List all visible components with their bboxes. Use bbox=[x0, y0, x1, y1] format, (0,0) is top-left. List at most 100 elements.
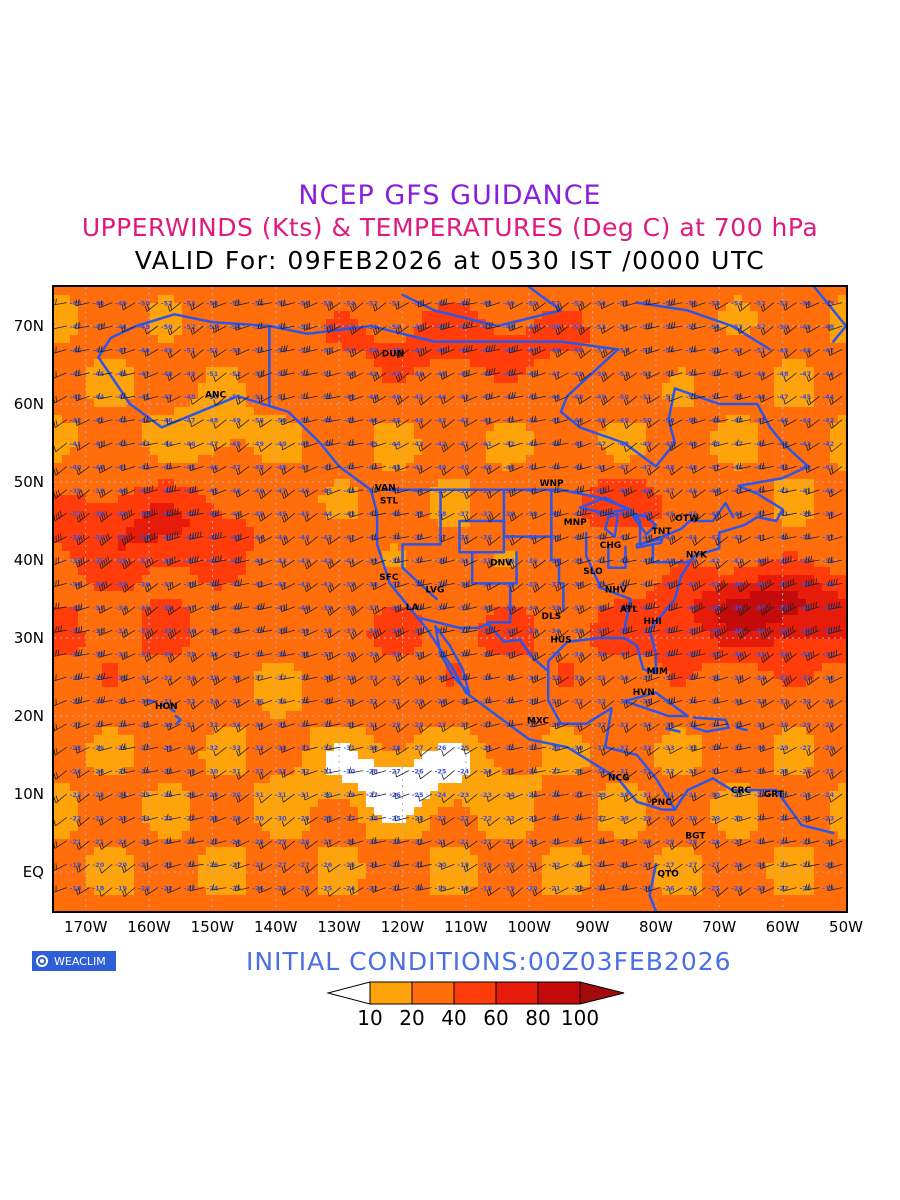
speed-cell bbox=[158, 567, 167, 576]
speed-cell bbox=[182, 343, 191, 352]
speed-cell bbox=[526, 319, 535, 328]
speed-cell bbox=[526, 335, 535, 344]
speed-cell bbox=[118, 503, 127, 512]
speed-cell bbox=[470, 679, 479, 688]
speed-cell bbox=[822, 311, 831, 320]
speed-cell bbox=[726, 319, 735, 328]
speed-cell bbox=[518, 495, 527, 504]
speed-cell bbox=[414, 447, 423, 456]
speed-cell bbox=[294, 639, 303, 648]
speed-cell bbox=[718, 535, 727, 544]
speed-cell bbox=[630, 423, 639, 432]
speed-cell bbox=[78, 447, 87, 456]
speed-cell bbox=[670, 287, 679, 296]
speed-cell bbox=[558, 415, 567, 424]
speed-cell bbox=[646, 439, 655, 448]
speed-cell bbox=[438, 407, 447, 416]
speed-cell bbox=[166, 367, 175, 376]
speed-cell bbox=[174, 591, 183, 600]
speed-cell bbox=[334, 591, 343, 600]
speed-cell bbox=[270, 383, 279, 392]
speed-cell bbox=[654, 679, 663, 688]
speed-cell bbox=[782, 551, 791, 560]
speed-cell bbox=[54, 671, 63, 680]
speed-cell bbox=[622, 303, 631, 312]
speed-cell bbox=[62, 431, 71, 440]
speed-cell bbox=[614, 615, 623, 624]
speed-cell bbox=[622, 479, 631, 488]
speed-cell bbox=[494, 319, 503, 328]
speed-cell bbox=[478, 303, 487, 312]
speed-cell bbox=[726, 495, 735, 504]
speed-cell bbox=[310, 503, 319, 512]
speed-cell bbox=[526, 639, 535, 648]
speed-cell bbox=[94, 399, 103, 408]
speed-cell bbox=[70, 327, 79, 336]
speed-cell bbox=[542, 527, 551, 536]
speed-cell bbox=[302, 591, 311, 600]
speed-cell bbox=[406, 463, 415, 472]
speed-cell bbox=[446, 599, 455, 608]
speed-cell bbox=[126, 623, 135, 632]
speed-cell bbox=[574, 495, 583, 504]
speed-cell bbox=[750, 463, 759, 472]
speed-cell bbox=[126, 599, 135, 608]
speed-cell bbox=[134, 311, 143, 320]
speed-cell bbox=[86, 327, 95, 336]
speed-cell bbox=[382, 351, 391, 360]
speed-cell bbox=[142, 615, 151, 624]
speed-cell bbox=[702, 463, 711, 472]
speed-cell bbox=[254, 463, 263, 472]
speed-cell bbox=[710, 663, 719, 672]
speed-cell bbox=[358, 511, 367, 520]
speed-cell bbox=[622, 287, 631, 296]
speed-cell bbox=[806, 287, 815, 296]
speed-cell bbox=[830, 351, 839, 360]
speed-cell bbox=[230, 615, 239, 624]
speed-cell bbox=[70, 495, 79, 504]
speed-cell bbox=[150, 287, 159, 296]
speed-cell bbox=[678, 303, 687, 312]
speed-cell bbox=[550, 375, 559, 384]
speed-cell bbox=[270, 559, 279, 568]
speed-cell bbox=[302, 439, 311, 448]
speed-cell bbox=[838, 407, 846, 416]
speed-cell bbox=[638, 287, 647, 296]
speed-cell bbox=[830, 519, 839, 528]
speed-cell bbox=[782, 375, 791, 384]
speed-cell bbox=[70, 567, 79, 576]
speed-cell bbox=[518, 615, 527, 624]
speed-cell bbox=[734, 591, 743, 600]
speed-cell bbox=[646, 407, 655, 416]
speed-cell bbox=[790, 295, 799, 304]
speed-cell bbox=[838, 479, 846, 488]
speed-cell bbox=[470, 335, 479, 344]
speed-cell bbox=[670, 567, 679, 576]
speed-cell bbox=[758, 327, 767, 336]
speed-cell bbox=[78, 303, 87, 312]
speed-cell bbox=[614, 551, 623, 560]
speed-cell bbox=[390, 551, 399, 560]
speed-cell bbox=[406, 471, 415, 480]
speed-cell bbox=[550, 567, 559, 576]
speed-cell bbox=[606, 543, 615, 552]
speed-cell bbox=[662, 479, 671, 488]
speed-cell bbox=[390, 391, 399, 400]
speed-cell bbox=[582, 447, 591, 456]
speed-cell bbox=[838, 511, 846, 520]
speed-cell bbox=[286, 639, 295, 648]
speed-cell bbox=[526, 407, 535, 416]
speed-cell bbox=[518, 511, 527, 520]
speed-cell bbox=[566, 503, 575, 512]
speed-cell bbox=[742, 327, 751, 336]
speed-cell bbox=[222, 423, 231, 432]
speed-cell bbox=[702, 399, 711, 408]
speed-cell bbox=[294, 375, 303, 384]
speed-cell bbox=[702, 391, 711, 400]
speed-cell bbox=[310, 631, 319, 640]
speed-cell bbox=[334, 687, 343, 696]
speed-cell bbox=[374, 295, 383, 304]
speed-cell bbox=[710, 311, 719, 320]
speed-cell bbox=[494, 367, 503, 376]
speed-cell bbox=[838, 383, 846, 392]
